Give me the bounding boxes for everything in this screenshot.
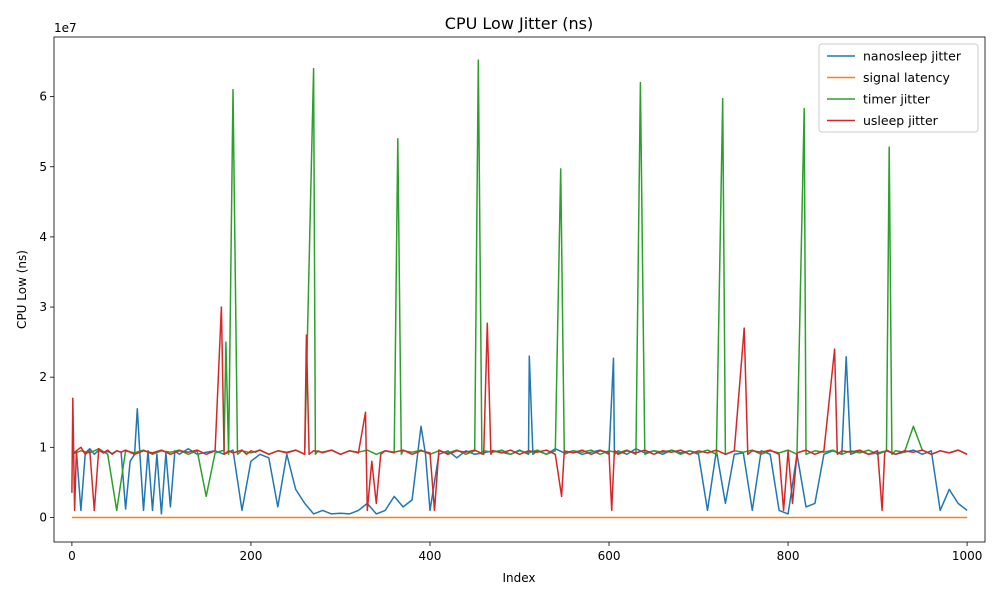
y-axis-label: CPU Low (ns)	[15, 250, 29, 329]
chart-title: CPU Low Jitter (ns)	[445, 14, 593, 33]
series-layer	[71, 59, 968, 519]
y-tick-label: 6	[39, 90, 47, 104]
axes-layer: 0 200 400 600 800 1000 0 1 2 3 4 5 6	[39, 36, 986, 563]
y-tick-label: 5	[39, 160, 47, 174]
legend-box	[818, 43, 979, 133]
legend: nanosleep jitter signal latency timer jitt…	[818, 43, 979, 133]
y-tick-label: 2	[39, 370, 47, 384]
legend-label: signal latency	[863, 70, 950, 85]
x-tick-label: 200	[239, 549, 262, 563]
x-tick-label: 600	[598, 549, 621, 563]
legend-label: usleep jitter	[863, 113, 939, 128]
x-tick-label: 800	[777, 549, 800, 563]
x-tick-label: 1000	[952, 549, 983, 563]
x-tick-label: 400	[419, 549, 442, 563]
series-line-usleep-jitter	[71, 306, 968, 512]
y-offset-label: 1e7	[54, 21, 77, 35]
y-tick-label: 4	[39, 230, 47, 244]
legend-label: timer jitter	[863, 92, 931, 107]
y-tick-label: 0	[39, 510, 47, 524]
legend-label: nanosleep jitter	[863, 49, 962, 64]
series-line-nanosleep-jitter	[71, 355, 968, 515]
y-tick-label: 3	[39, 300, 47, 314]
axes-frame	[53, 36, 986, 543]
x-tick-label: 0	[68, 549, 76, 563]
y-tick-label: 1	[39, 440, 47, 454]
x-axis-label: Index	[502, 571, 535, 585]
